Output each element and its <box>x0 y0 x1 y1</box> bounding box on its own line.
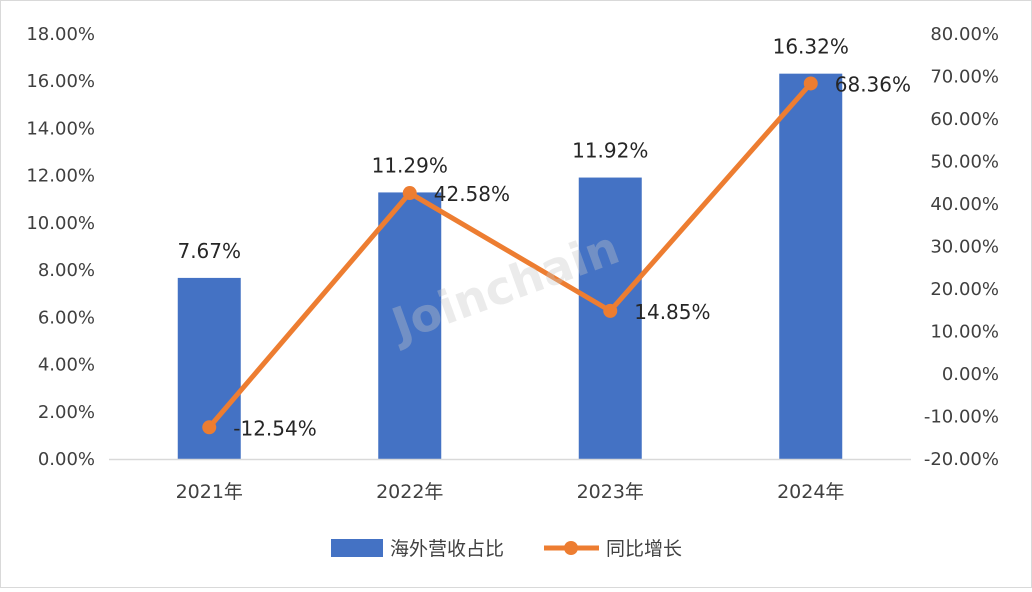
left-tick-label: 0.00% <box>38 449 95 470</box>
line-series <box>202 76 818 435</box>
legend-line-label: 同比增长 <box>606 538 682 560</box>
line-point-1 <box>202 420 217 435</box>
left-tick-label: 6.00% <box>38 307 95 328</box>
line-point-2 <box>402 186 417 201</box>
left-tick-label: 18.00% <box>26 24 95 45</box>
legend-line-marker <box>564 541 578 555</box>
right-tick-label: 80.00% <box>930 24 999 45</box>
bar-4 <box>779 73 843 460</box>
right-tick-label: 10.00% <box>930 322 999 343</box>
left-tick-label: 14.00% <box>26 118 95 139</box>
line-data-label: 68.36% <box>835 72 911 96</box>
legend-bar-label: 海外营收占比 <box>390 538 504 560</box>
category-labels: 2021年 2022年 2023年 2024年 <box>176 481 845 503</box>
right-tick-label: 70.00% <box>930 67 999 88</box>
bar-3 <box>578 177 642 460</box>
growth-line <box>206 80 814 430</box>
right-tick-label: 30.00% <box>930 237 999 258</box>
left-tick-label: 8.00% <box>38 260 95 281</box>
line-point-3 <box>603 303 618 318</box>
right-tick-label: -10.00% <box>924 407 999 428</box>
category-label: 2021年 <box>176 481 243 503</box>
line-data-label: -12.54% <box>233 416 316 440</box>
bar-data-label: 16.32% <box>773 35 849 59</box>
data-labels: 7.67% 11.29% 11.92% 16.32% -12.54% 42.58% 14.8… <box>177 35 911 441</box>
right-tick-label: 0.00% <box>942 364 999 385</box>
right-tick-label: 40.00% <box>930 194 999 215</box>
right-tick-label: 50.00% <box>930 152 999 173</box>
bar-data-label: 11.92% <box>572 139 648 163</box>
bar-data-label: 11.29% <box>372 153 448 177</box>
right-axis-ticks: -20.00% -10.00% 0.00% 10.00% 20.00% 30.00% 40.… <box>924 24 999 470</box>
left-tick-label: 4.00% <box>38 355 95 376</box>
bar-series <box>177 73 843 460</box>
right-tick-label: 20.00% <box>930 279 999 300</box>
left-tick-label: 2.00% <box>38 402 95 423</box>
left-axis-ticks: 0.00% 2.00% 4.00% 6.00% 8.00% 10.00% 12.00% 14.… <box>26 24 95 470</box>
bar-2 <box>378 192 442 460</box>
line-data-label: 14.85% <box>634 300 710 324</box>
right-tick-label: 60.00% <box>930 109 999 130</box>
category-label: 2024年 <box>777 481 844 503</box>
legend-bar-swatch <box>331 539 383 557</box>
left-tick-label: 16.00% <box>26 71 95 92</box>
bar-data-label: 7.67% <box>177 239 241 263</box>
category-label: 2023年 <box>577 481 644 503</box>
left-tick-label: 12.00% <box>26 166 95 187</box>
left-tick-label: 10.00% <box>26 213 95 234</box>
line-data-label: 42.58% <box>434 182 510 206</box>
category-label: 2022年 <box>376 481 443 503</box>
line-point-4 <box>803 76 818 91</box>
legend: 海外营收占比 同比增长 <box>331 538 682 560</box>
right-tick-label: -20.00% <box>924 449 999 470</box>
